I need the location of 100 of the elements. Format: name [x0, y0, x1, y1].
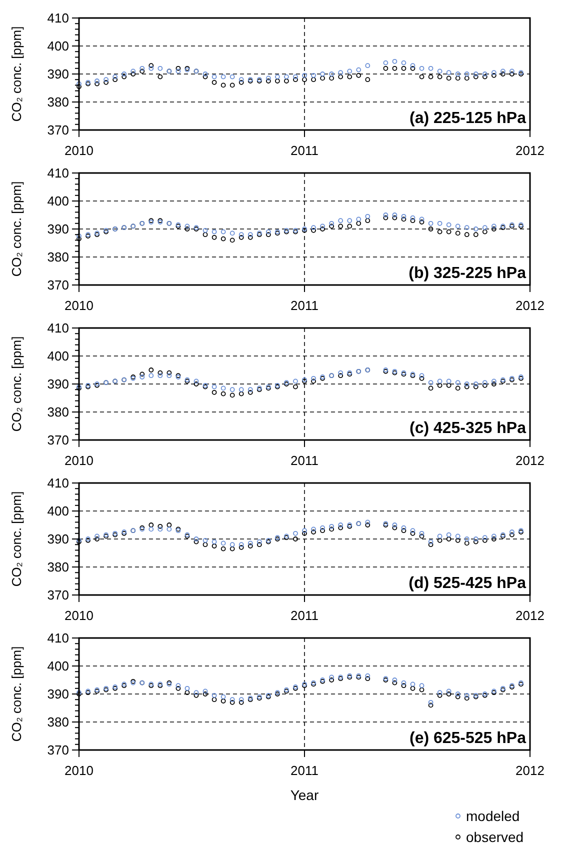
x-tick-label: 2010	[64, 298, 94, 313]
point	[202, 538, 208, 543]
point	[176, 683, 181, 688]
point	[428, 700, 434, 705]
point	[94, 534, 100, 539]
point	[410, 682, 416, 687]
y-tick-label: 410	[47, 320, 69, 336]
point	[158, 74, 163, 80]
point	[365, 63, 370, 68]
point	[446, 382, 452, 388]
point	[274, 78, 280, 84]
point	[122, 74, 127, 80]
point	[248, 390, 253, 395]
point	[166, 370, 172, 376]
point	[356, 72, 362, 78]
point	[238, 544, 244, 550]
point	[166, 522, 172, 528]
point	[212, 229, 217, 234]
point	[220, 82, 226, 88]
point	[76, 81, 82, 86]
text: (d) 525-425 hPa	[408, 575, 526, 592]
point	[464, 76, 470, 81]
point	[202, 692, 208, 696]
point	[428, 66, 434, 71]
text: (c) 425-325 hPa	[409, 420, 526, 437]
point	[473, 74, 478, 80]
point	[266, 76, 271, 81]
point	[284, 74, 289, 80]
point	[392, 680, 398, 686]
point	[329, 526, 334, 532]
point	[419, 66, 424, 71]
point	[158, 66, 163, 71]
point	[320, 76, 325, 81]
point	[338, 224, 344, 229]
point	[473, 232, 478, 238]
point	[464, 536, 470, 542]
y-tick-label: 370	[47, 122, 69, 138]
point	[212, 234, 217, 240]
x-tick-label: 2011	[290, 608, 318, 623]
point	[311, 72, 316, 78]
point	[158, 526, 163, 532]
point	[428, 74, 434, 80]
point	[365, 522, 370, 528]
point	[401, 66, 406, 71]
point	[76, 234, 82, 238]
point	[311, 376, 316, 381]
point	[212, 697, 217, 702]
point	[311, 378, 316, 384]
point	[220, 386, 226, 391]
point	[392, 678, 398, 682]
x-tick-label: 2010	[64, 763, 94, 778]
y-tick-label: 400	[47, 658, 69, 674]
point	[202, 232, 208, 238]
point	[238, 387, 244, 392]
point	[293, 378, 298, 384]
x-axis-title: Year	[290, 787, 319, 803]
point	[410, 686, 416, 691]
point	[446, 76, 452, 81]
point	[230, 74, 235, 80]
point	[202, 688, 208, 694]
point	[329, 678, 334, 682]
point	[437, 74, 442, 80]
point	[464, 382, 470, 386]
point	[455, 380, 460, 386]
point	[230, 238, 235, 243]
point	[256, 542, 262, 548]
point	[455, 538, 460, 543]
point	[401, 214, 406, 219]
point	[184, 226, 190, 232]
point	[437, 692, 442, 698]
point	[482, 382, 488, 388]
point	[464, 225, 470, 230]
point	[365, 77, 370, 82]
y-tick-label: 410	[47, 630, 69, 646]
point	[166, 526, 172, 532]
point	[293, 77, 298, 82]
point	[202, 542, 208, 548]
point	[238, 542, 244, 548]
point	[446, 536, 452, 542]
point	[212, 80, 217, 85]
y-tick-label: 390	[47, 66, 69, 82]
point	[419, 683, 424, 688]
point	[419, 220, 424, 224]
point	[473, 384, 478, 390]
point	[401, 525, 406, 530]
point	[220, 540, 226, 546]
point	[464, 384, 470, 390]
point	[428, 220, 434, 226]
point	[428, 380, 434, 386]
point	[491, 70, 496, 76]
point	[437, 229, 442, 234]
point	[338, 522, 344, 528]
point	[356, 220, 362, 226]
x-tick-label: 2010	[64, 608, 94, 623]
point	[410, 215, 416, 220]
x-tick-label: 2012	[516, 143, 544, 158]
point	[76, 84, 82, 90]
text: (e) 625-525 hPa	[409, 730, 526, 747]
point	[212, 539, 217, 544]
point	[266, 78, 271, 84]
